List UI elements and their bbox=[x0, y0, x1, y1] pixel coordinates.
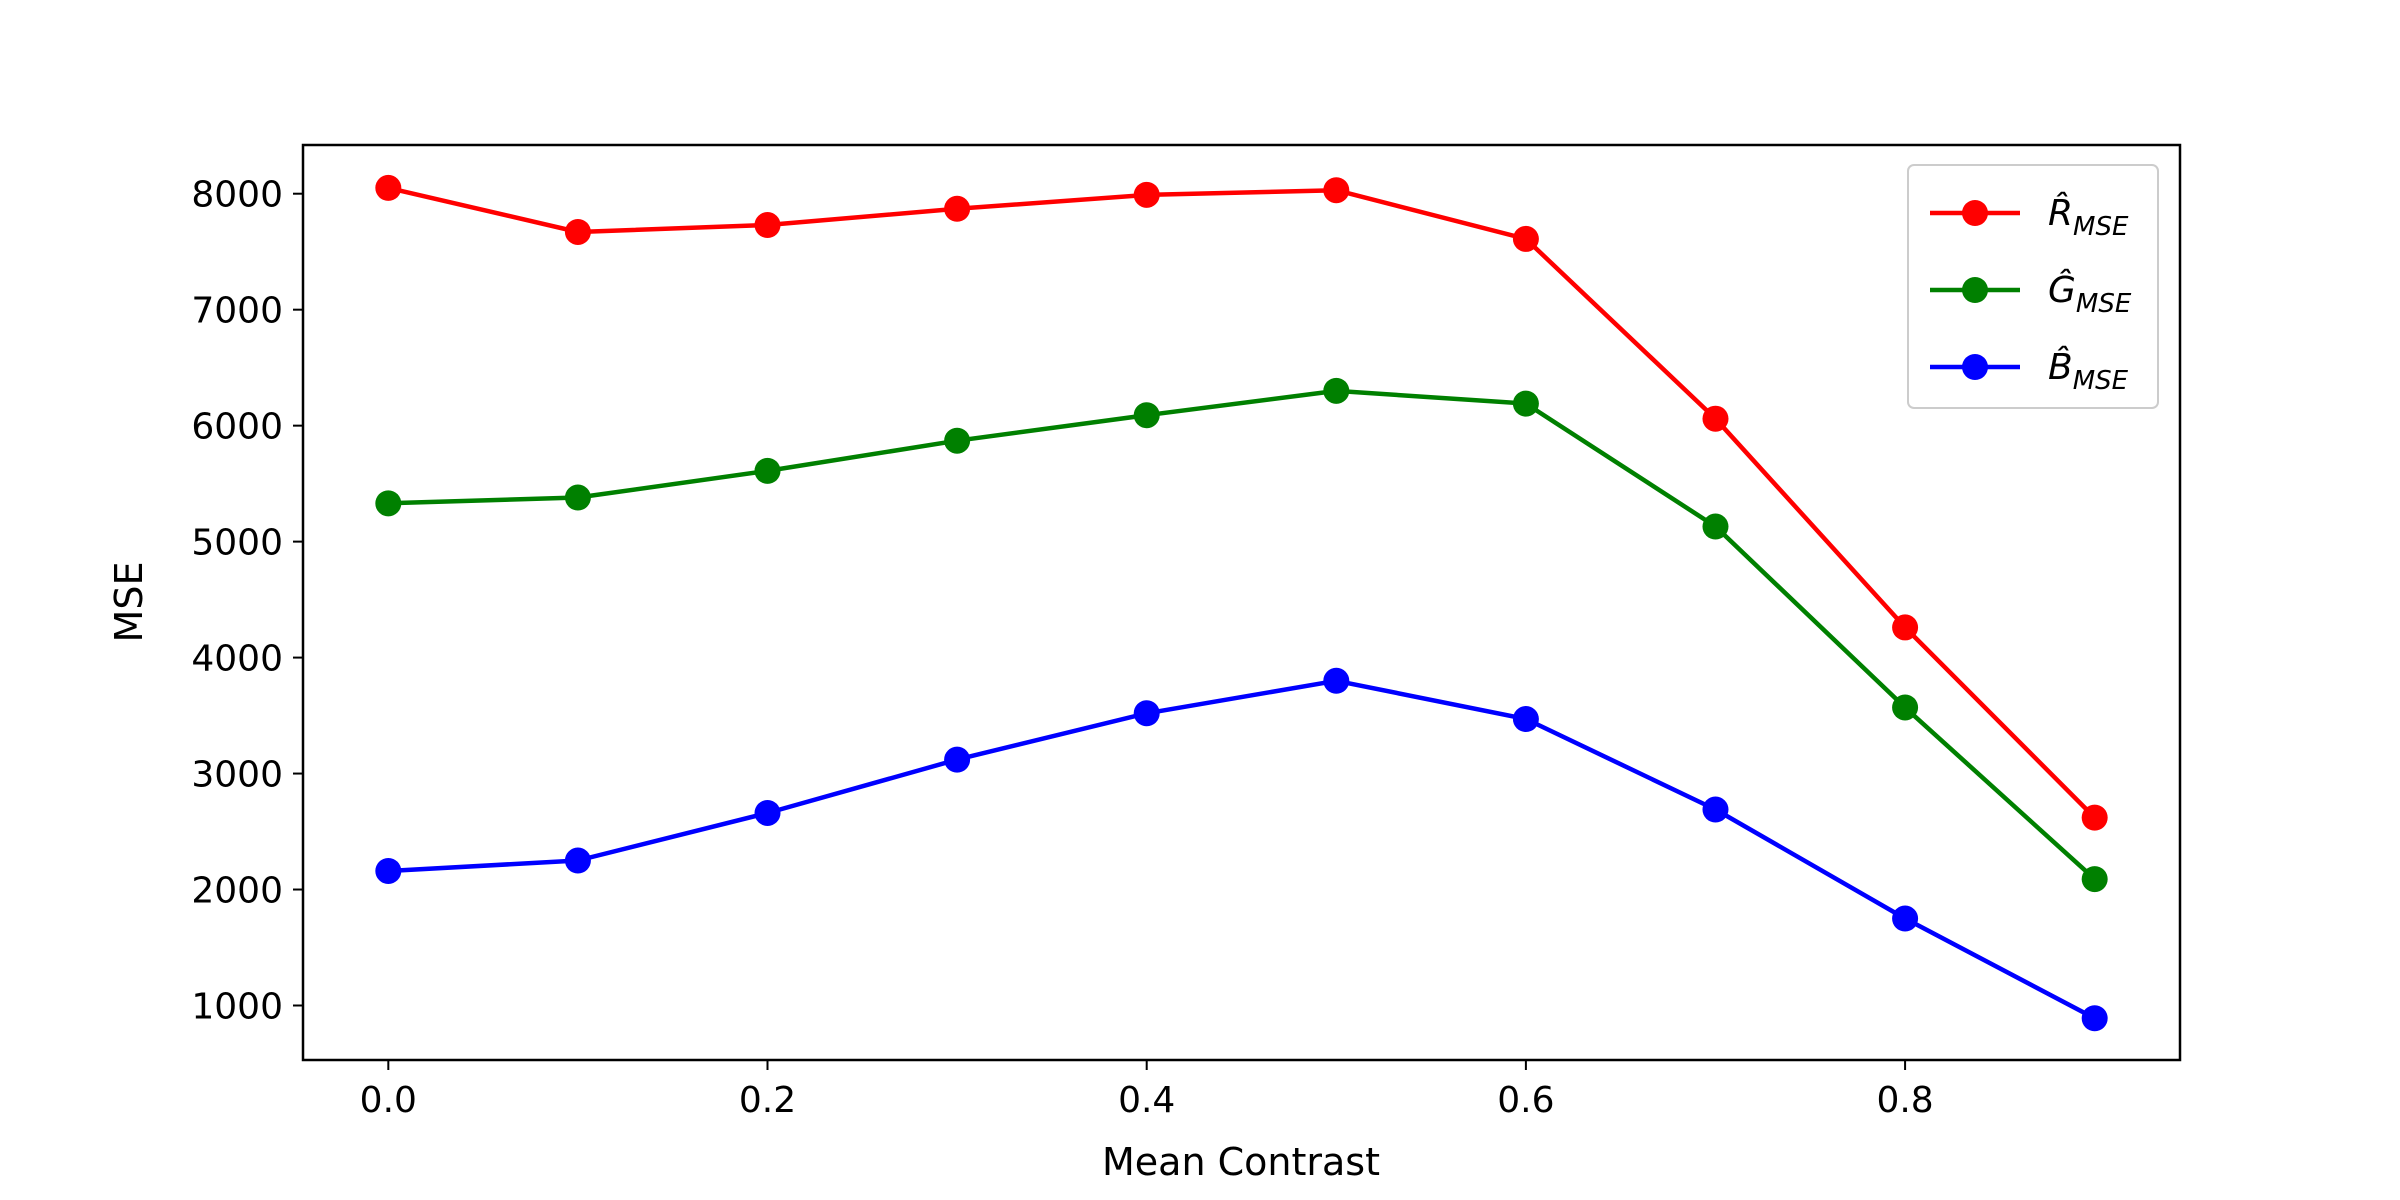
plot-frame bbox=[301, 143, 2182, 1062]
data-point bbox=[1702, 405, 1729, 432]
data-point bbox=[1702, 796, 1729, 823]
y-tick-label: 1000 bbox=[191, 986, 283, 1027]
legend-marker bbox=[1962, 200, 1988, 226]
data-point bbox=[375, 174, 402, 201]
x-tick-label: 0.6 bbox=[1497, 1080, 1554, 1121]
data-point bbox=[754, 799, 781, 826]
data-point bbox=[944, 427, 971, 454]
data-point bbox=[1133, 181, 1160, 208]
data-point bbox=[1702, 513, 1729, 540]
x-axis-ticks: 0.0 0.2 0.4 0.6 0.8 bbox=[360, 1060, 1934, 1121]
data-point bbox=[1892, 694, 1919, 721]
y-tick-label: 3000 bbox=[191, 755, 283, 796]
data-point bbox=[1323, 667, 1350, 694]
series-line bbox=[387, 185, 2097, 820]
y-tick-label: 8000 bbox=[191, 175, 283, 216]
data-point bbox=[375, 490, 402, 517]
data-point bbox=[1323, 377, 1350, 404]
x-tick-label: 0.0 bbox=[360, 1080, 417, 1121]
y-tick-label: 4000 bbox=[191, 639, 283, 680]
y-axis-ticks: 1000 2000 3000 4000 5000 6000 7000 8000 bbox=[191, 175, 303, 1027]
data-point bbox=[375, 857, 402, 884]
data-point bbox=[564, 847, 591, 874]
series-2 bbox=[375, 667, 2108, 1032]
data-point bbox=[944, 746, 971, 773]
series-line bbox=[388, 388, 2097, 881]
data-point bbox=[1133, 402, 1160, 429]
y-axis-label: MSE bbox=[107, 562, 151, 643]
data-point bbox=[754, 212, 781, 239]
data-point bbox=[1512, 706, 1539, 733]
series-1 bbox=[375, 377, 2108, 893]
data-point bbox=[1892, 905, 1919, 932]
data-point bbox=[2081, 1005, 2108, 1032]
data-point bbox=[1512, 390, 1539, 417]
legend-marker bbox=[1962, 354, 1988, 380]
data-point bbox=[944, 195, 971, 222]
x-axis-label: Mean Contrast bbox=[1102, 1140, 1380, 1184]
legend-label-subscript: MSE bbox=[2073, 212, 2129, 242]
series-layer bbox=[375, 174, 2108, 1032]
y-tick-label: 2000 bbox=[191, 871, 283, 912]
legend-box bbox=[1907, 164, 2159, 409]
series-0 bbox=[375, 174, 2108, 831]
data-point bbox=[564, 218, 591, 245]
data-point bbox=[2081, 866, 2108, 893]
x-tick-label: 0.8 bbox=[1876, 1080, 1933, 1121]
legend-label-subscript: MSE bbox=[2073, 366, 2129, 396]
data-point bbox=[1133, 700, 1160, 727]
y-tick-label: 5000 bbox=[191, 523, 283, 564]
data-point bbox=[2081, 804, 2108, 831]
x-tick-label: 0.2 bbox=[739, 1080, 796, 1121]
data-point bbox=[1512, 225, 1539, 252]
data-point bbox=[1892, 614, 1919, 641]
data-point bbox=[564, 484, 591, 511]
plot-area bbox=[303, 145, 2180, 1060]
y-tick-label: 7000 bbox=[191, 291, 283, 332]
series-line bbox=[388, 678, 2096, 1021]
legend-label-subscript: MSE bbox=[2076, 289, 2132, 319]
legend-marker bbox=[1962, 277, 1988, 303]
data-point bbox=[1323, 177, 1350, 204]
y-tick-label: 6000 bbox=[191, 407, 283, 448]
x-tick-label: 0.4 bbox=[1118, 1080, 1175, 1121]
data-point bbox=[754, 457, 781, 484]
